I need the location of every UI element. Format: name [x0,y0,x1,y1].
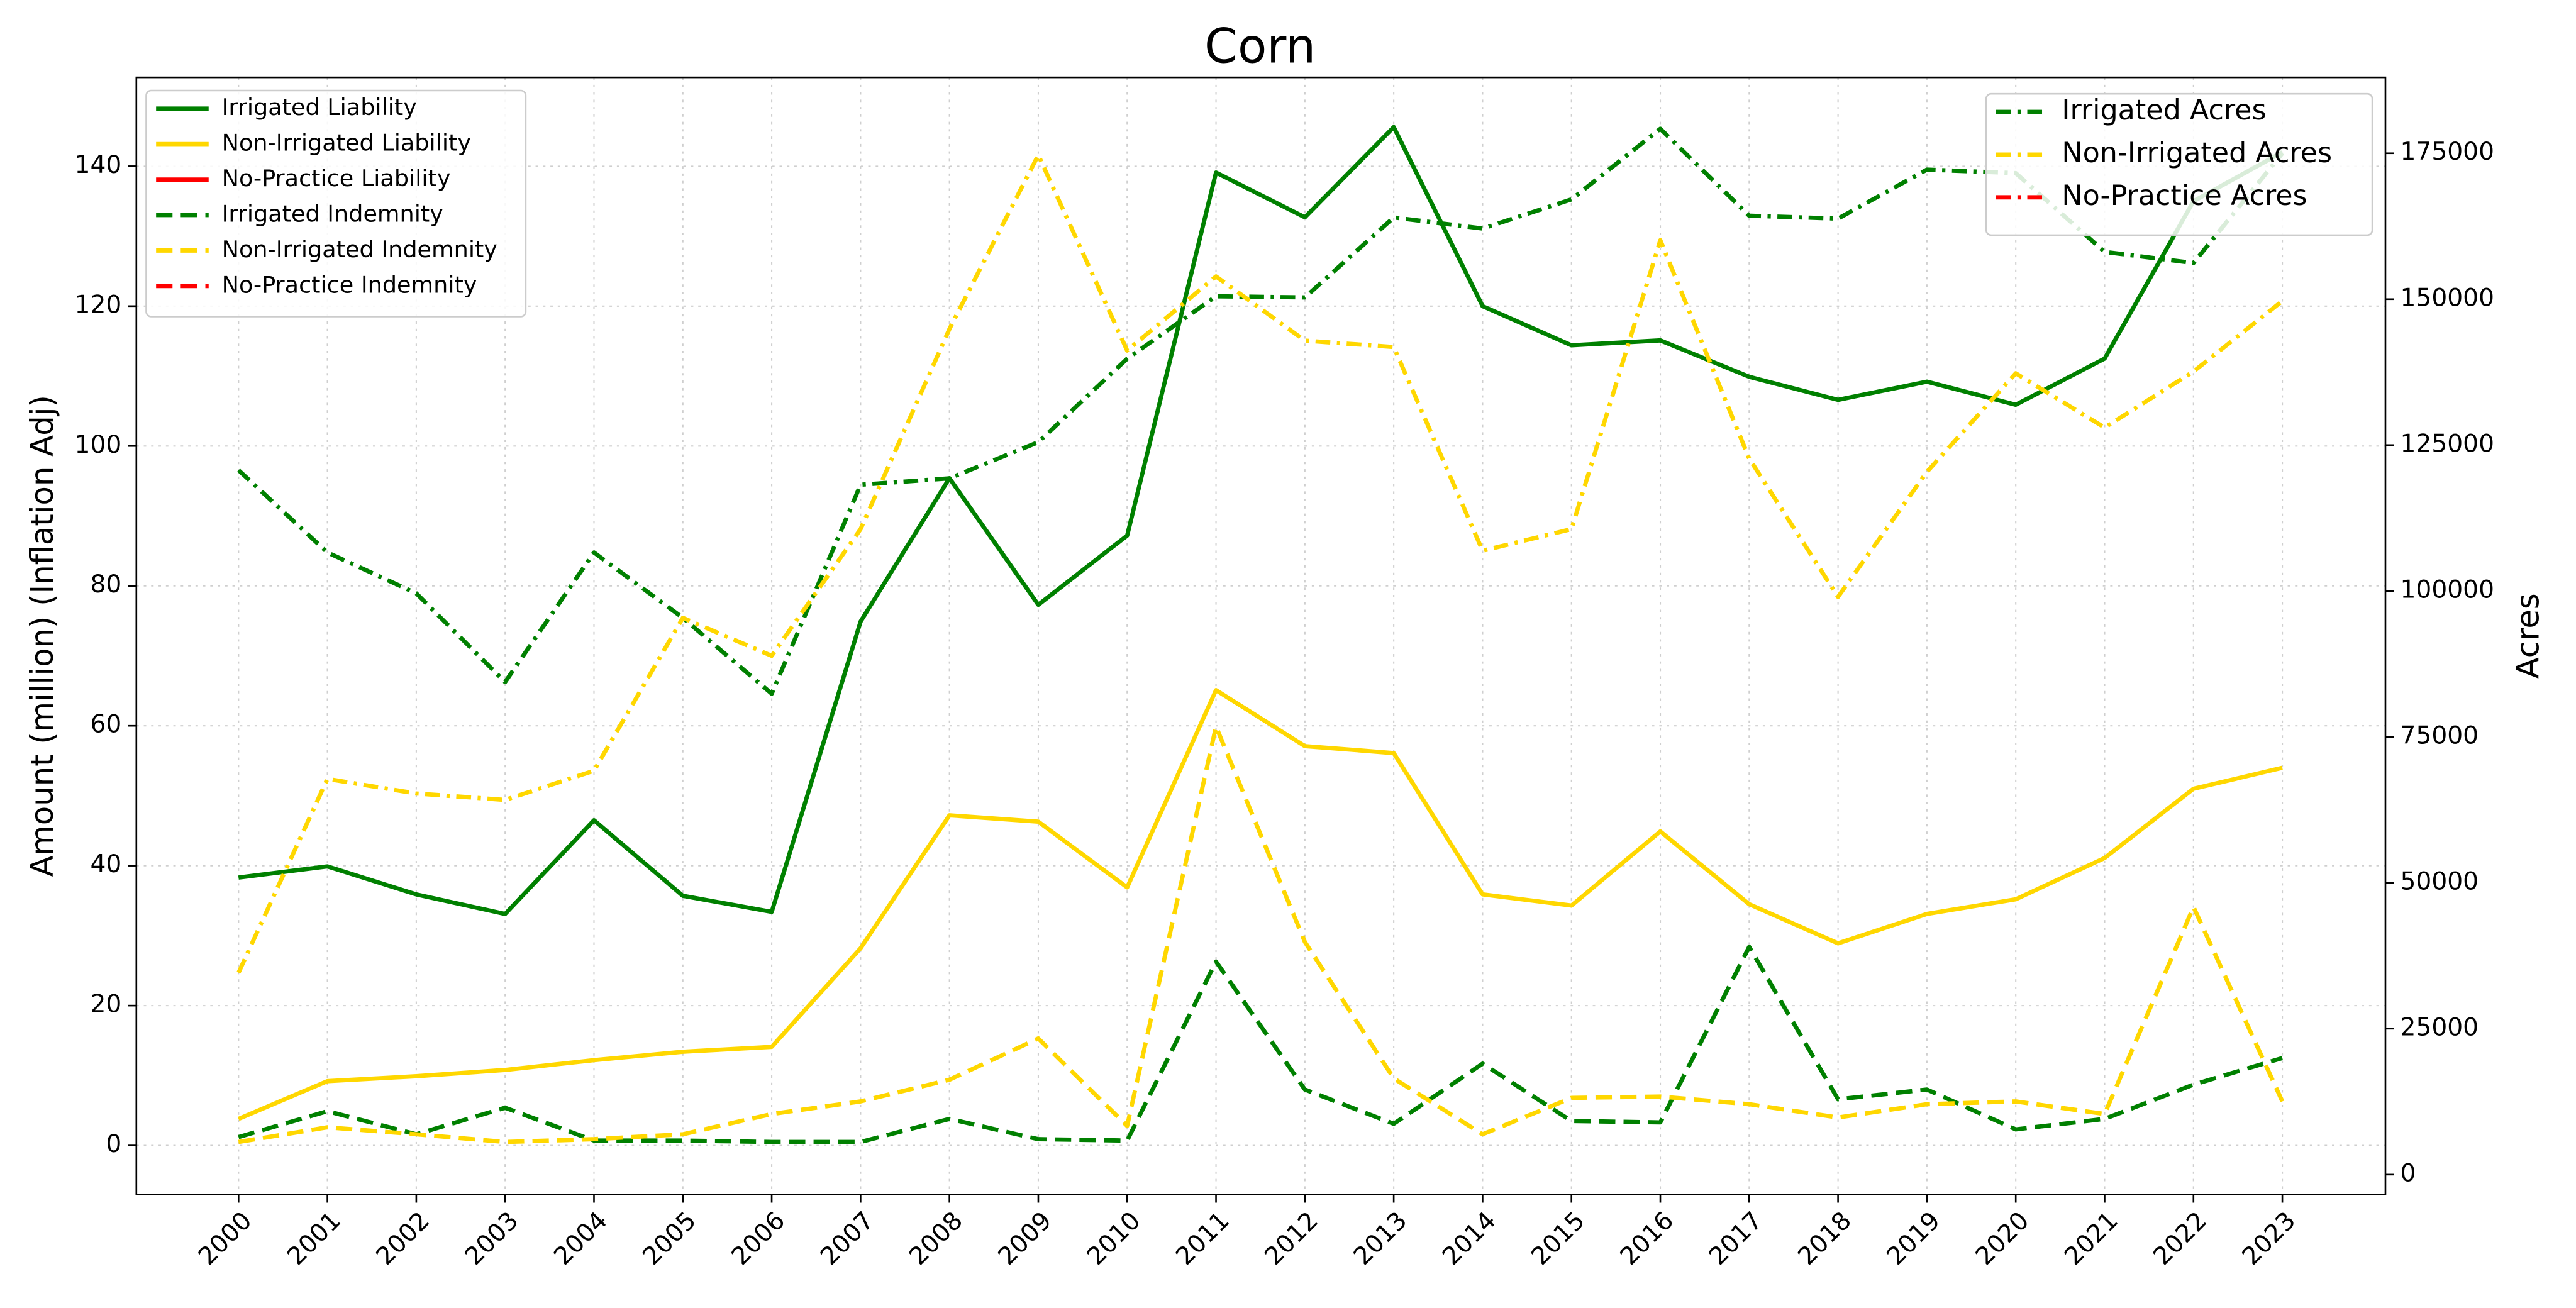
x-tick-label: 2016 [1615,1207,1679,1271]
y-tick-label: 60 [90,711,121,739]
x-tick-label: 2005 [638,1207,702,1271]
legend-label: Irrigated Liability [222,94,417,121]
x-tick-label: 2014 [1437,1207,1501,1271]
legend-label: Irrigated Acres [2062,94,2266,126]
x-tick-label: 2019 [1882,1207,1946,1271]
x-tick-label: 2003 [460,1207,524,1271]
chart-title: Corn [1204,19,1316,74]
x-tick-label: 2013 [1348,1207,1413,1271]
x-tick-label: 2011 [1170,1207,1235,1271]
legend: Irrigated Liability Non-Irrigated Liabili… [145,89,527,318]
y-tick-label: 0 [106,1130,121,1158]
y2-tick-label: 0 [2400,1159,2416,1187]
line-series [238,724,2285,1144]
legend-2: Irrigated Acres Non-Irrigated Acres No-Pra… [1985,92,2373,236]
x-tick-label: 2012 [1260,1207,1324,1271]
x-tick-label: 2000 [193,1207,257,1271]
y2-axis-label: Acres [2509,593,2546,679]
y2-tick-label: 25000 [2400,1013,2479,1041]
x-tick-label: 2015 [1526,1207,1591,1271]
line-series [236,153,2284,974]
x-tick-label: 2009 [993,1207,1057,1271]
y-tick-label: 100 [75,431,122,459]
legend-label: Non-Irrigated Indemnity [222,236,497,263]
y-tick-label: 120 [75,291,122,319]
x-tick-label: 2010 [1082,1207,1146,1271]
plot-frame [135,76,2387,1195]
legend-box [145,89,527,318]
line-series [236,126,2284,696]
legend-label: Non-Irrigated Acres [2062,137,2332,169]
x-tick-label: 2002 [371,1207,435,1271]
line-series [237,688,2283,1121]
legend-label: No-Practice Acres [2062,180,2307,212]
legend-label: Non-Irrigated Liability [222,130,471,157]
x-tick-label: 2022 [2148,1207,2212,1271]
legend-label: Irrigated Indemnity [222,201,443,228]
x-tick-label: 2018 [1792,1207,1857,1271]
y2-tick-label: 75000 [2400,721,2479,750]
y-tick-label: 140 [75,151,122,179]
y2-tick-label: 50000 [2400,867,2479,895]
x-tick-label: 2007 [815,1207,879,1271]
y-tick-label: 80 [90,570,121,599]
y2-tick-label: 175000 [2400,138,2494,166]
x-tick-label: 2020 [1970,1207,2035,1271]
x-tick-label: 2001 [282,1207,346,1271]
legend-label: No-Practice Indemnity [222,271,477,298]
line-series [238,125,2284,916]
y2-tick-label: 150000 [2400,284,2494,312]
y-tick-label: 20 [90,990,121,1019]
y-axis-label: Amount (million) (Inflation Adj) [24,395,60,877]
x-tick-label: 2021 [2059,1207,2123,1271]
x-tick-label: 2023 [2237,1207,2301,1271]
x-tick-label: 2004 [548,1207,613,1271]
y2-tick-label: 125000 [2400,430,2494,458]
y2-tick-label: 100000 [2400,575,2494,604]
legend-box [1985,92,2373,236]
line-series [238,945,2284,1144]
x-tick-label: 2006 [726,1207,791,1271]
legend-label: No-Practice Liability [222,165,451,192]
y-tick-label: 40 [90,850,121,878]
x-tick-label: 2008 [904,1207,969,1271]
x-tick-label: 2017 [1704,1207,1768,1271]
